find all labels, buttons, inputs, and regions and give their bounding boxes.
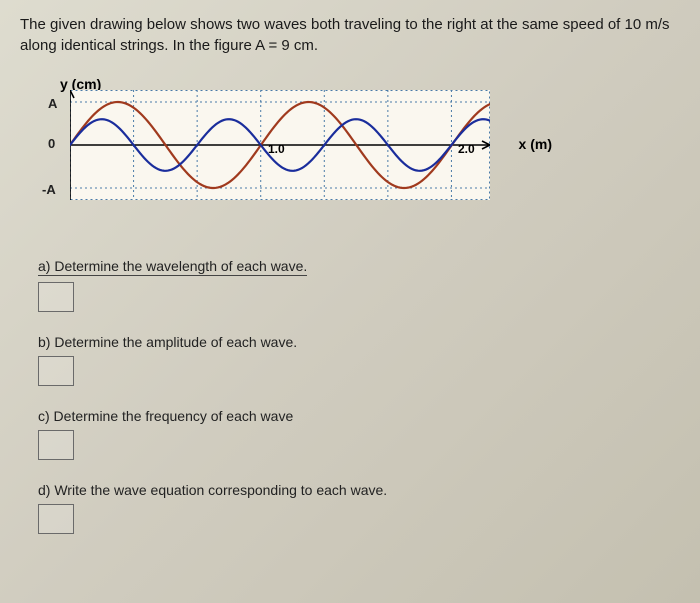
worksheet-page: The given drawing below shows two waves …: [0, 0, 700, 603]
question-b: b) Determine the amplitude of each wave.: [38, 334, 680, 386]
answer-box-b[interactable]: [38, 356, 74, 386]
question-d: d) Write the wave equation corresponding…: [38, 482, 680, 534]
answer-box-a[interactable]: [38, 282, 74, 312]
wave-figure: y (cm) A 0 -A 1.0 2.0 x (m): [30, 78, 510, 218]
question-a: a) Determine the wavelength of each wave…: [38, 258, 680, 312]
answer-box-c[interactable]: [38, 430, 74, 460]
prompt-line-1: The given drawing below shows two waves …: [20, 16, 670, 33]
x-tick-2.0: 2.0: [458, 142, 475, 156]
prompt-line-2: along identical strings. In the figure A…: [20, 37, 318, 54]
question-d-text: d) Write the wave equation corresponding…: [38, 482, 387, 498]
answer-box-d[interactable]: [38, 504, 74, 534]
question-c: c) Determine the frequency of each wave: [38, 408, 680, 460]
y-tick-A: A: [48, 96, 57, 111]
question-b-text: b) Determine the amplitude of each wave.: [38, 334, 297, 350]
y-tick-minusA: -A: [42, 182, 56, 197]
problem-statement: The given drawing below shows two waves …: [20, 14, 680, 56]
y-tick-0: 0: [48, 136, 55, 151]
x-tick-1.0: 1.0: [268, 142, 285, 156]
question-a-text: a) Determine the wavelength of each wave…: [38, 258, 307, 276]
x-axis-label: x (m): [519, 136, 552, 152]
question-c-text: c) Determine the frequency of each wave: [38, 408, 293, 424]
